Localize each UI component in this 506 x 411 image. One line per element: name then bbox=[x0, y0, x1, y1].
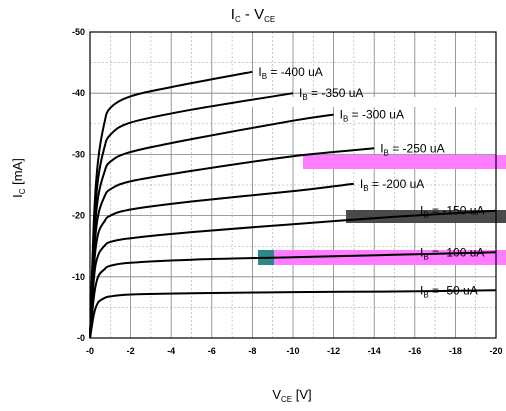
x-tick-labels: -0 -2 -4 -6 -8 -10 -12 -14 -16 -18 -20 bbox=[86, 346, 503, 356]
x-tick-label: -20 bbox=[489, 346, 502, 356]
y-tick-label: -50 bbox=[72, 27, 85, 37]
plot-frame bbox=[89, 31, 497, 339]
artifact-magenta-bar bbox=[303, 155, 506, 169]
x-tick-label: -14 bbox=[368, 346, 381, 356]
curve-label: IB = -300 uA bbox=[340, 108, 404, 124]
ic-curve bbox=[89, 251, 497, 339]
x-tick-label: -12 bbox=[327, 346, 340, 356]
chart-title: IC - VCE bbox=[231, 6, 275, 24]
ic-curve bbox=[89, 182, 355, 339]
x-tick-label: -6 bbox=[208, 346, 216, 356]
x-tick-label: -10 bbox=[286, 346, 299, 356]
curve-label: IB = -200 uA bbox=[360, 177, 424, 193]
y-tick-label: -0 bbox=[77, 333, 85, 343]
x-tick-label: -2 bbox=[127, 346, 135, 356]
curve-label: IB = -50 uA bbox=[420, 283, 478, 299]
curve-label: IB = -250 uA bbox=[380, 141, 444, 157]
curves bbox=[89, 70, 497, 339]
y-tick-label: -10 bbox=[72, 272, 85, 282]
ic-curve bbox=[89, 70, 253, 339]
curve-label: IB = -350 uA bbox=[299, 86, 363, 102]
y-tick-label: -30 bbox=[72, 149, 85, 159]
curve-label: IB = -400 uA bbox=[258, 65, 322, 81]
curve-labels: IB = -50 uA IB = -100 uA IB = -150 uA IB = … bbox=[258, 65, 484, 299]
x-tick-label: -8 bbox=[248, 346, 256, 356]
curve-label: IB = -150 uA bbox=[420, 204, 484, 220]
y-tick-label: -40 bbox=[72, 88, 85, 98]
y-tick-label: -20 bbox=[72, 211, 85, 221]
x-tick-label: -4 bbox=[167, 346, 175, 356]
x-axis-title: VCE [V] bbox=[272, 387, 311, 404]
ic-curve bbox=[89, 209, 497, 339]
artifact-white-band bbox=[236, 97, 506, 107]
ic-curve bbox=[89, 289, 497, 339]
x-tick-label: -0 bbox=[86, 346, 94, 356]
curve-label: IB = -100 uA bbox=[420, 245, 484, 261]
y-tick-labels: -0 -10 -20 -30 -40 -50 bbox=[72, 27, 85, 343]
x-tick-label: -18 bbox=[449, 346, 462, 356]
y-axis-title: IC [mA] bbox=[10, 158, 27, 198]
x-tick-label: -16 bbox=[408, 346, 421, 356]
